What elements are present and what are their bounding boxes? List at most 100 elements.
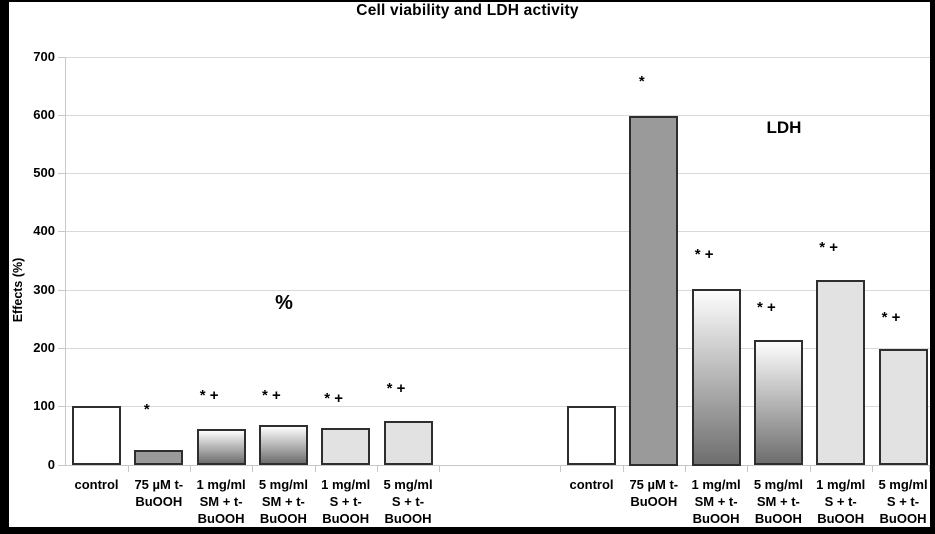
- y-tick-label-0: 0: [47, 456, 55, 472]
- category-label-line: SM + t-: [199, 494, 243, 509]
- gridline-300: [65, 289, 930, 291]
- category-label-line: 5 mg/ml: [383, 477, 433, 492]
- x-tick: [929, 465, 930, 472]
- category-label-0-2: 1 mg/ml SM + t- BuOOH: [185, 476, 257, 527]
- gridline-100: [65, 406, 930, 408]
- category-label-line: 5 mg/ml: [258, 477, 308, 492]
- y-tick-label-400: 400: [33, 223, 55, 239]
- bar-ldh-2: [691, 288, 741, 466]
- y-tick-400: [58, 231, 65, 233]
- y-tick-label-200: 200: [33, 339, 55, 355]
- category-label-line: control: [569, 477, 614, 492]
- category-label-1-4: 1 mg/ml S + t- BuOOH: [805, 476, 877, 527]
- bar--3: [258, 425, 308, 466]
- y-tick-0: [58, 464, 65, 466]
- y-tick-label-700: 700: [33, 48, 55, 64]
- bar--5: [383, 421, 433, 466]
- significance-marker-0-1: *: [143, 400, 150, 418]
- category-label-0-1: 75 µM t- BuOOH: [123, 476, 195, 510]
- category-label-line: BuOOH: [817, 511, 865, 526]
- category-label-line: S + t-: [329, 494, 362, 509]
- x-tick: [747, 465, 749, 472]
- category-label-line: SM + t-: [756, 494, 800, 509]
- category-label-line: 75 µM t-: [134, 477, 184, 492]
- category-label-1-5: 5 mg/ml S + t- BuOOH: [867, 476, 935, 527]
- category-label-1-0: control: [556, 476, 628, 493]
- bar-ldh-1: [629, 116, 679, 466]
- category-label-0-3: 5 mg/ml SM + t- BuOOH: [247, 476, 319, 527]
- significance-marker-1-3: * +: [757, 299, 776, 317]
- category-label-line: SM + t-: [261, 494, 305, 509]
- category-label-line: 1 mg/ml: [321, 477, 371, 492]
- group-label-ldh: LDH: [766, 118, 802, 137]
- significance-marker-1-1: *: [638, 72, 645, 90]
- category-label-line: 5 mg/ml: [878, 477, 928, 492]
- x-tick: [252, 465, 254, 472]
- category-label-line: BuOOH: [259, 511, 307, 526]
- category-label-line: 5 mg/ml: [753, 477, 803, 492]
- category-label-0-5: 5 mg/ml S + t- BuOOH: [372, 476, 444, 527]
- x-tick: [314, 465, 316, 472]
- significance-marker-0-3: * +: [262, 387, 281, 405]
- category-label-line: 1 mg/ml: [196, 477, 246, 492]
- bar-ldh-5: [878, 349, 928, 466]
- category-label-0-4: 1 mg/ml S + t- BuOOH: [310, 476, 382, 527]
- category-label-1-1: 75 µM t- BuOOH: [618, 476, 690, 510]
- bar-ldh-4: [816, 280, 866, 466]
- gridline-700: [65, 56, 930, 58]
- y-tick-label-500: 500: [33, 165, 55, 181]
- y-tick-100: [58, 406, 65, 408]
- y-axis-line: [65, 56, 66, 465]
- x-tick: [871, 465, 873, 472]
- y-tick-200: [58, 347, 65, 349]
- category-label-line: BuOOH: [879, 511, 927, 526]
- gridline-200: [65, 347, 930, 349]
- x-tick: [189, 465, 191, 472]
- y-tick-600: [58, 114, 65, 116]
- category-label-line: S + t-: [391, 494, 425, 509]
- significance-marker-0-2: * +: [199, 387, 219, 405]
- category-label-line: 75 µM t-: [629, 477, 679, 492]
- y-tick-label-600: 600: [33, 106, 55, 122]
- category-label-line: BuOOH: [384, 511, 432, 526]
- category-label-1-2: 1 mg/ml SM + t- BuOOH: [680, 476, 752, 527]
- bar--4: [321, 427, 371, 466]
- category-label-line: BuOOH: [754, 511, 802, 526]
- category-label-0-0: control: [61, 476, 133, 493]
- bar--0: [72, 406, 121, 466]
- x-tick: [809, 465, 811, 472]
- bar-ldh-0: [567, 406, 616, 466]
- category-label-line: SM + t-: [694, 494, 738, 509]
- y-tick-label-300: 300: [33, 281, 55, 297]
- category-label-line: 1 mg/ml: [691, 477, 741, 492]
- x-tick: [622, 465, 624, 472]
- x-axis-line: [65, 464, 930, 466]
- category-label-line: BuOOH: [692, 511, 740, 526]
- y-tick-700: [58, 56, 65, 58]
- category-label-1-3: 5 mg/ml SM + t- BuOOH: [742, 476, 814, 527]
- significance-marker-1-2: * +: [694, 246, 714, 264]
- category-label-line: BuOOH: [197, 511, 245, 526]
- group-label-: %: [275, 292, 293, 314]
- bar--1: [134, 449, 184, 466]
- bar--2: [196, 428, 246, 466]
- x-tick: [376, 465, 378, 472]
- y-tick-300: [58, 289, 65, 291]
- significance-marker-0-5: * +: [386, 380, 406, 398]
- bar-ldh-3: [753, 339, 803, 466]
- category-label-line: S + t-: [886, 494, 920, 509]
- category-label-line: BuOOH: [322, 511, 370, 526]
- category-label-line: BuOOH: [630, 494, 678, 509]
- gridline-600: [65, 114, 930, 116]
- y-tick-500: [58, 173, 65, 175]
- gridline-400: [65, 231, 930, 233]
- category-label-line: control: [74, 477, 119, 492]
- x-tick: [439, 465, 441, 472]
- significance-marker-1-4: * +: [819, 239, 839, 257]
- x-tick: [127, 465, 129, 472]
- significance-marker-0-4: * +: [324, 390, 344, 408]
- category-label-line: BuOOH: [135, 494, 183, 509]
- x-tick: [560, 465, 562, 472]
- category-label-line: 1 mg/ml: [816, 477, 866, 492]
